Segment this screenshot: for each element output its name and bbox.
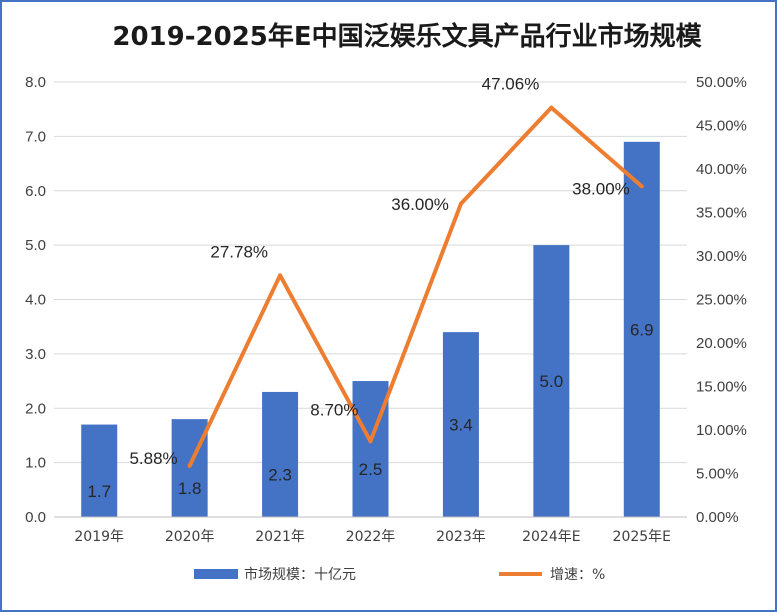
bar [81,424,118,517]
data-labels: 1.7 1.8 2.3 2.5 3.4 5.0 6.9 5.88% 27.78% 8.70% 36.… [87,75,653,501]
y-left-tick-label: 3.0 [25,346,46,363]
line-data-label: 47.06% [482,75,540,94]
y-right-tick-label: 25.00% [696,292,747,309]
line-point [278,273,283,278]
bar-data-label: 2.3 [268,465,292,484]
x-tick-label: 2020年 [165,529,215,545]
y-left-tick-label: 6.0 [25,183,46,200]
bar [442,332,479,517]
y-left-tick-label: 4.0 [25,292,46,309]
line-series [187,105,644,468]
x-tick-label: 2021年 [255,529,305,545]
y-right-tick-label: 50.00% [696,74,747,91]
x-tick-label: 2023年 [436,529,486,545]
y-right-tick-label: 45.00% [696,118,747,135]
y-left-tick-label: 0.0 [25,509,46,526]
bar-series [81,141,660,517]
bar-data-label: 6.9 [630,320,654,339]
line-point [639,184,644,189]
y-left-tick-label: 8.0 [25,74,46,91]
growth-line [187,105,644,467]
x-tick-label: 2024年E [522,529,580,545]
bar-data-label: 5.0 [540,372,564,391]
y-right-tick-label: 35.00% [696,205,747,222]
y-left-tick-label: 5.0 [25,237,46,254]
line-point [458,201,463,206]
bar [352,381,389,517]
line-point [368,439,373,444]
legend: 市场规模：十亿元 增速：% [194,566,605,583]
legend-label-bar: 市场规模：十亿元 [244,566,356,583]
line-point [187,463,192,468]
bar [533,245,570,517]
line-data-label: 36.00% [391,195,449,214]
bar [262,391,299,517]
bar-data-label: 1.8 [178,479,202,498]
y-right-tick-label: 20.00% [696,335,747,352]
line-data-label: 27.78% [210,242,268,261]
line-data-label: 5.88% [129,449,177,468]
y-right-tick-label: 5.00% [696,466,739,483]
line-data-label: 38.00% [572,179,630,198]
line-data-label: 8.70% [310,400,358,419]
x-tick-label: 2025年E [613,529,671,545]
gridlines [54,81,687,518]
y-right-tick-label: 0.00% [696,509,739,526]
y-left-tick-label: 1.0 [25,455,46,472]
y-left-tick-label: 7.0 [25,128,46,145]
bar-data-label: 1.7 [87,482,111,501]
y-right-tick-label: 40.00% [696,161,747,178]
bar-data-label: 2.5 [359,460,383,479]
bar [623,141,660,517]
axes: 0.0 1.0 2.0 3.0 4.0 5.0 6.0 7.0 8.0 0.00% 5.00% 10.… [25,74,747,545]
y-right-tick-label: 30.00% [696,248,747,265]
bar [171,419,208,517]
x-tick-label: 2022年 [346,529,396,545]
bar-data-label: 3.4 [449,416,473,435]
x-tick-label: 2019年 [74,529,124,545]
legend-swatch-bar [194,569,238,579]
y-left-tick-label: 2.0 [25,400,46,417]
line-point [549,105,554,110]
chart-title: 2019-2025年E中国泛娱乐文具产品行业市场规模 [112,21,702,52]
legend-label-line: 增速：% [550,567,605,583]
y-right-tick-label: 15.00% [696,379,747,396]
y-right-tick-label: 10.00% [696,422,747,439]
